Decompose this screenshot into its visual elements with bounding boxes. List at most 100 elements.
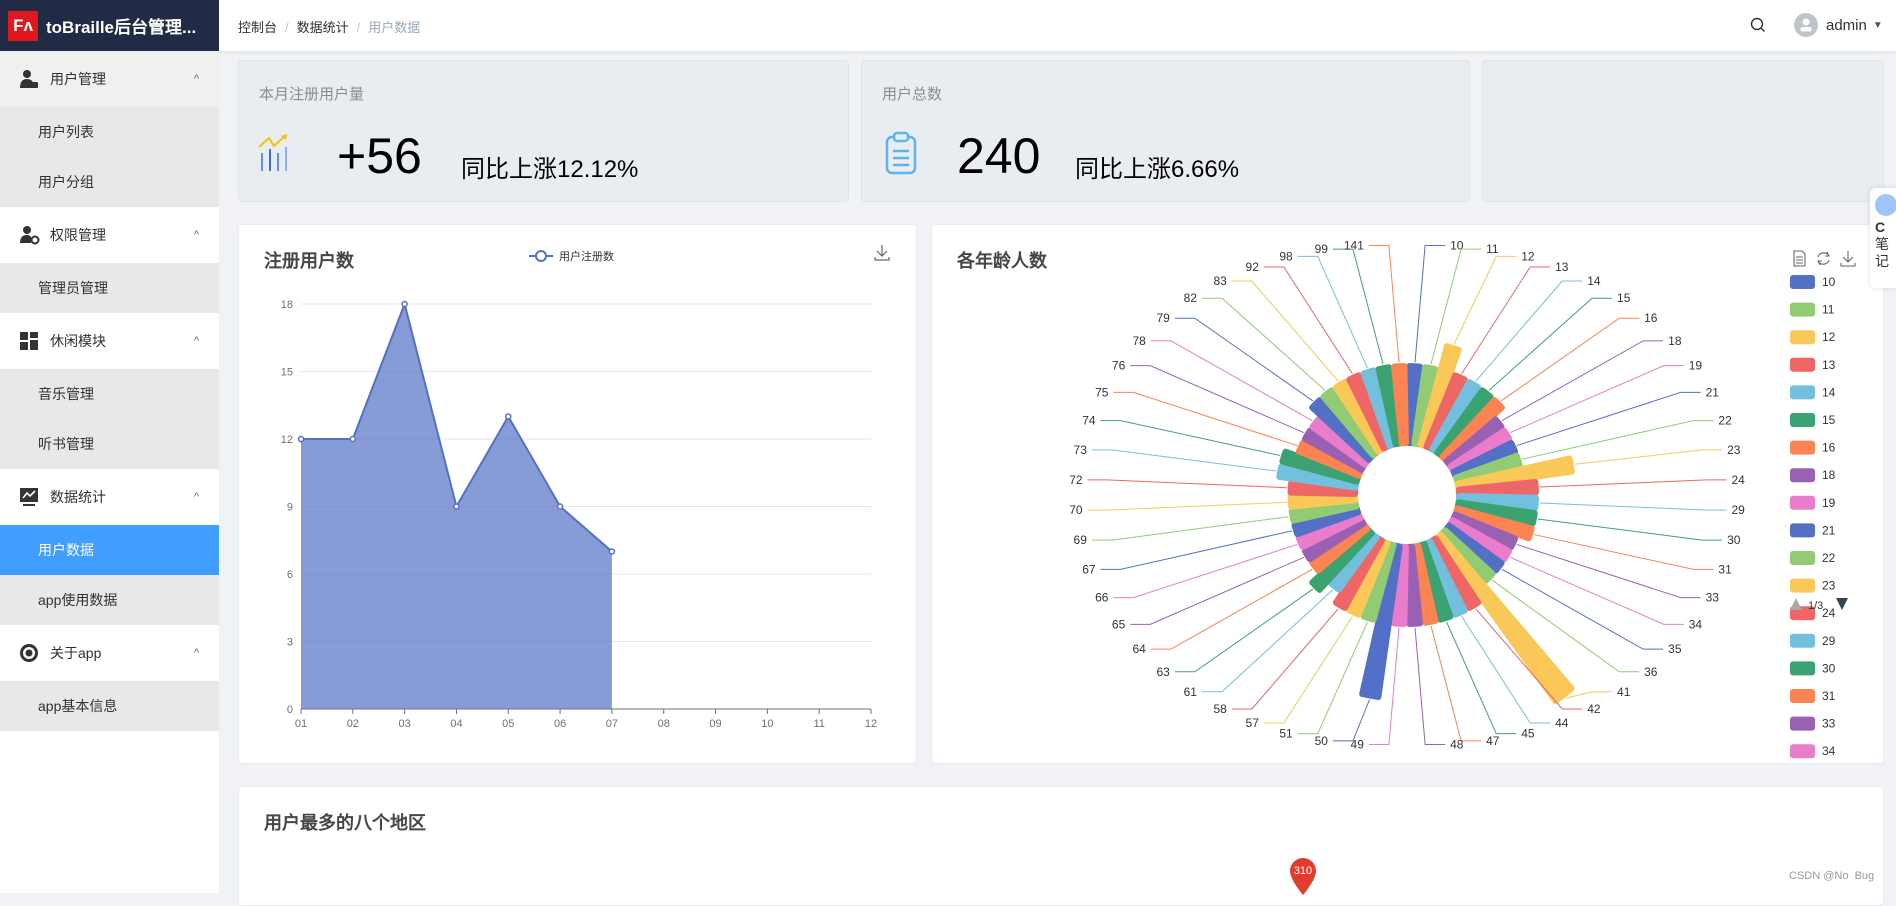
sidebar-item[interactable]: 听书管理 bbox=[0, 419, 219, 469]
data-point bbox=[297, 435, 305, 443]
data-point bbox=[401, 300, 408, 308]
sidebar-group-4[interactable]: 关于app ^ bbox=[0, 625, 219, 681]
slice-label: 18 bbox=[1668, 334, 1682, 348]
chart-monitor-icon bbox=[18, 486, 40, 508]
x-tick-label: 05 bbox=[502, 718, 514, 730]
breadcrumb-item[interactable]: 控制台 bbox=[238, 20, 278, 35]
legend-marker bbox=[535, 250, 547, 262]
floating-notes-widget[interactable]: C 笔 记 bbox=[1870, 188, 1896, 288]
label-line bbox=[1475, 608, 1583, 710]
rose-sector bbox=[1295, 439, 1364, 479]
search-icon[interactable] bbox=[1750, 17, 1766, 33]
sidebar-item[interactable]: 管理员管理 bbox=[0, 263, 219, 313]
rose-sector bbox=[1346, 538, 1391, 618]
rose-sector bbox=[1443, 522, 1505, 574]
map-pin-marker[interactable] bbox=[1288, 856, 1318, 896]
sidebar-item[interactable]: app使用数据 bbox=[0, 575, 219, 625]
label-line bbox=[1113, 543, 1298, 599]
slice-label: 66 bbox=[1095, 591, 1109, 605]
rose-sector bbox=[1276, 463, 1360, 491]
slice-label: 47 bbox=[1486, 734, 1500, 748]
top-header: 控制台 / 数据统计 / 用户数据 admin ▼ bbox=[219, 0, 1896, 51]
y-tick-label: 9 bbox=[287, 502, 293, 514]
legend-swatch bbox=[1790, 689, 1815, 703]
label-line bbox=[1509, 365, 1684, 434]
rose-sector bbox=[1439, 527, 1496, 584]
label-line bbox=[1091, 516, 1289, 541]
rose-sector bbox=[1295, 511, 1364, 551]
label-line bbox=[1501, 568, 1664, 650]
data-view-icon[interactable] bbox=[1793, 250, 1806, 267]
legend-label: 33 bbox=[1822, 717, 1836, 731]
legend-swatch bbox=[1790, 633, 1815, 648]
sidebar-group-1[interactable]: 权限管理 ^ bbox=[0, 207, 219, 263]
slice-label: 11 bbox=[1486, 242, 1499, 256]
sidebar-group-3[interactable]: 数据统计 ^ bbox=[0, 469, 219, 525]
y-tick-label: 0 bbox=[287, 704, 293, 716]
rose-sector bbox=[1450, 439, 1519, 479]
user-menu[interactable]: admin ▼ bbox=[1794, 13, 1883, 37]
chart-title: 注册用户数 bbox=[264, 251, 354, 271]
refresh-icon[interactable] bbox=[1817, 251, 1830, 266]
data-point bbox=[608, 548, 616, 555]
label-line bbox=[1430, 248, 1482, 365]
rose-sector bbox=[1346, 372, 1391, 452]
label-line bbox=[1501, 340, 1664, 422]
notes-icon bbox=[1875, 194, 1896, 216]
label-line bbox=[1368, 627, 1400, 746]
sidebar-group-2[interactable]: 休闲模块 ^ bbox=[0, 313, 219, 369]
sidebar-item[interactable]: app基本信息 bbox=[0, 681, 219, 731]
slice-label: 79 bbox=[1157, 311, 1171, 325]
label-line bbox=[1414, 627, 1446, 746]
slice-label: 35 bbox=[1668, 642, 1682, 656]
sidebar-item[interactable]: 用户分组 bbox=[0, 157, 219, 207]
rose-sector bbox=[1375, 364, 1403, 448]
rose-sector bbox=[1411, 364, 1439, 448]
rose-sector bbox=[1391, 363, 1409, 447]
legend-label: 21 bbox=[1822, 523, 1836, 537]
slice-label: 74 bbox=[1082, 414, 1096, 428]
sidebar-group-label: 关于app bbox=[50, 645, 102, 661]
slice-label: 13 bbox=[1555, 260, 1569, 274]
sidebar-item[interactable]: 用户列表 bbox=[0, 107, 219, 157]
legend-label: 19 bbox=[1822, 496, 1836, 510]
slice-label: 67 bbox=[1082, 562, 1096, 576]
legend-next-icon[interactable] bbox=[1836, 598, 1848, 610]
legend-label: 29 bbox=[1822, 634, 1836, 648]
download-icon[interactable] bbox=[1840, 251, 1856, 267]
label-line bbox=[1100, 420, 1281, 456]
breadcrumb-item[interactable]: 数据统计 bbox=[296, 20, 349, 35]
x-tick-label: 10 bbox=[761, 718, 773, 730]
download-icon[interactable] bbox=[874, 245, 890, 261]
slice-label: 22 bbox=[1718, 414, 1732, 428]
legend-label: 15 bbox=[1822, 413, 1836, 427]
slice-label: 49 bbox=[1351, 738, 1365, 752]
sidebar-item[interactable]: 用户数据 bbox=[0, 525, 219, 575]
label-line bbox=[1150, 340, 1313, 422]
x-tick-label: 12 bbox=[865, 718, 877, 730]
x-tick-label: 07 bbox=[606, 718, 618, 730]
legend-swatch bbox=[1790, 495, 1815, 510]
label-line bbox=[1174, 588, 1314, 673]
slice-label: 69 bbox=[1074, 533, 1088, 547]
sidebar-group-0[interactable]: 用户管理 ^ bbox=[0, 51, 219, 107]
rose-sector bbox=[1417, 343, 1462, 450]
label-line bbox=[1174, 317, 1314, 402]
legend-swatch bbox=[1790, 716, 1815, 731]
rose-sector bbox=[1447, 517, 1513, 563]
legend-label: 24 bbox=[1822, 606, 1836, 620]
logo[interactable]: Fʌ toBraille后台管理... bbox=[0, 0, 219, 51]
sidebar-item[interactable]: 音乐管理 bbox=[0, 369, 219, 419]
label-line bbox=[1150, 568, 1313, 650]
x-tick-label: 02 bbox=[347, 718, 359, 730]
slice-label: 76 bbox=[1112, 359, 1126, 373]
legend-label: 34 bbox=[1822, 744, 1836, 758]
legend-label: 10 bbox=[1822, 275, 1836, 289]
legend-prev-icon[interactable] bbox=[1790, 598, 1802, 610]
map-title: 用户最多的八个地区 bbox=[264, 813, 426, 833]
chevron-up-icon: ^ bbox=[193, 73, 199, 85]
rose-sector bbox=[1443, 416, 1505, 468]
slice-label: 92 bbox=[1246, 260, 1260, 274]
slice-label: 61 bbox=[1184, 685, 1198, 699]
label-line bbox=[1461, 266, 1551, 374]
